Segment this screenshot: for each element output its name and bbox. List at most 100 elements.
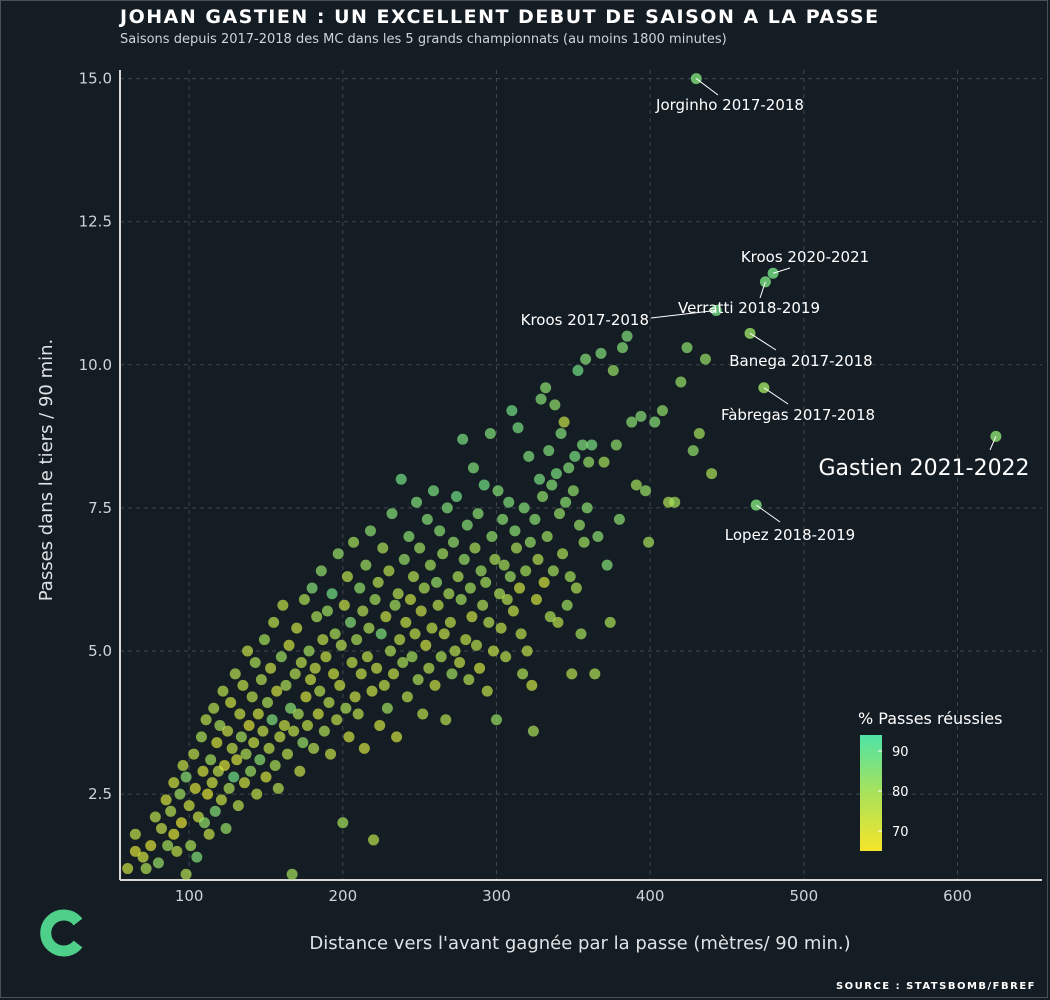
data-point — [246, 691, 258, 703]
point-label: Fàbregas 2017-2018 — [721, 406, 875, 424]
data-point — [613, 513, 625, 525]
data-point — [388, 668, 400, 680]
data-point — [357, 605, 369, 617]
data-point — [535, 393, 547, 405]
data-point — [566, 668, 578, 680]
data-point — [444, 616, 456, 628]
data-point — [669, 496, 681, 508]
data-point — [263, 742, 275, 754]
data-point — [257, 725, 269, 737]
point-label: Lopez 2018-2019 — [725, 526, 855, 544]
data-point — [443, 588, 455, 600]
data-point — [604, 616, 616, 628]
data-point — [517, 668, 529, 680]
data-point — [383, 565, 395, 577]
data-point — [392, 588, 404, 600]
data-point — [288, 725, 300, 737]
data-point — [526, 679, 538, 691]
data-point — [561, 599, 573, 611]
data-point — [352, 708, 364, 720]
data-point — [563, 462, 575, 474]
source-note: SOURCE : STATSBOMB/FBREF — [835, 981, 1036, 992]
data-point — [541, 531, 553, 543]
data-point — [171, 845, 183, 857]
data-point — [260, 771, 272, 783]
data-point — [346, 656, 358, 668]
data-point — [583, 456, 595, 468]
annotation-leader — [695, 78, 719, 96]
data-point — [560, 496, 572, 508]
colorbar-legend: % Passes réussies 90 80 70 — [858, 709, 1002, 851]
data-point — [451, 490, 463, 502]
data-point — [266, 714, 278, 726]
data-point — [447, 536, 459, 548]
data-point — [431, 576, 443, 588]
data-point — [238, 777, 250, 789]
data-point — [391, 731, 403, 743]
colorbar-tick-label: 70 — [892, 825, 909, 840]
data-point — [432, 599, 444, 611]
data-point — [472, 508, 484, 520]
data-point — [278, 719, 290, 731]
point-label: Banega 2017-2018 — [729, 352, 872, 370]
data-point — [308, 742, 320, 754]
data-point — [271, 685, 283, 697]
data-point — [480, 576, 492, 588]
data-point — [289, 668, 301, 680]
data-point — [400, 616, 412, 628]
data-point — [331, 714, 343, 726]
c-logo-icon — [40, 909, 83, 957]
data-point — [268, 616, 280, 628]
data-point — [427, 485, 439, 497]
data-point — [546, 479, 558, 491]
data-point — [437, 548, 449, 560]
data-point — [226, 742, 238, 754]
data-point — [616, 342, 628, 354]
data-point — [540, 382, 552, 394]
data-point — [404, 594, 416, 606]
data-point — [461, 519, 473, 531]
point-label: Kroos 2017-2018 — [521, 311, 649, 329]
y-tick-label: 10.0 — [79, 356, 112, 374]
data-point — [366, 685, 378, 697]
data-point — [375, 628, 387, 640]
data-point — [211, 737, 223, 749]
data-point — [297, 737, 309, 749]
data-point — [334, 679, 346, 691]
data-point — [229, 668, 241, 680]
data-point — [523, 450, 535, 462]
data-point — [360, 559, 372, 571]
data-point — [567, 485, 579, 497]
data-point — [408, 571, 420, 583]
data-point — [222, 725, 234, 737]
data-point — [478, 479, 490, 491]
data-point — [197, 765, 209, 777]
data-point — [321, 605, 333, 617]
data-point — [403, 531, 415, 543]
data-point — [317, 634, 329, 646]
data-point — [434, 525, 446, 537]
data-point — [601, 559, 613, 571]
data-point — [188, 748, 200, 760]
data-point — [577, 439, 589, 451]
data-point — [423, 662, 435, 674]
y-tick-label: 12.5 — [79, 213, 112, 231]
data-point — [675, 376, 687, 388]
data-point — [610, 439, 622, 451]
data-point — [527, 725, 539, 737]
data-point — [280, 679, 292, 691]
data-point — [355, 668, 367, 680]
data-point — [497, 513, 509, 525]
data-point — [630, 479, 642, 491]
data-point — [349, 691, 361, 703]
data-point — [570, 582, 582, 594]
data-point — [386, 508, 398, 520]
data-point — [206, 777, 218, 789]
x-axis-label: Distance vers l'avant gagnée par la pass… — [309, 933, 850, 954]
data-point — [474, 662, 486, 674]
data-point — [454, 656, 466, 668]
data-point — [699, 353, 711, 365]
data-point — [218, 760, 230, 772]
data-point — [315, 565, 327, 577]
data-point — [426, 622, 438, 634]
